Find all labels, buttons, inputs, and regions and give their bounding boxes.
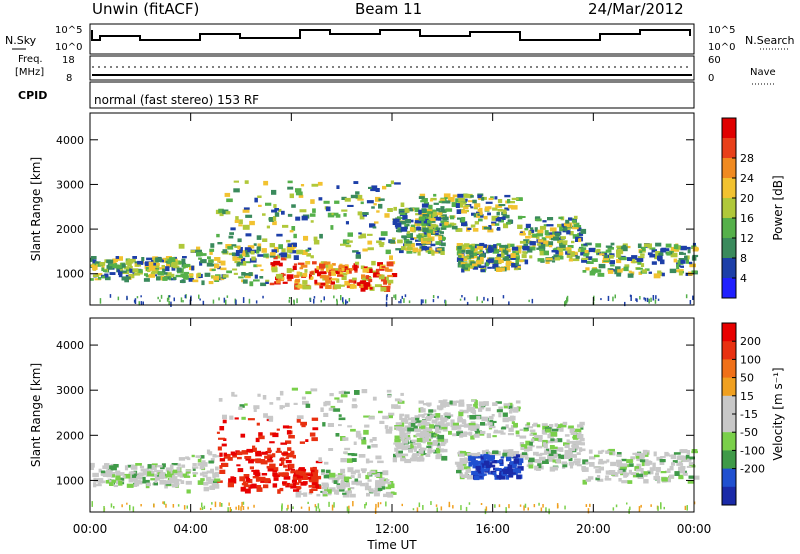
power-colorbar-tick-0: 4 bbox=[740, 272, 747, 285]
velocity-ytick-label-0: 1000 bbox=[56, 474, 84, 487]
velocity-colorbar-segment-0 bbox=[722, 323, 736, 342]
power-ylabel: Slant Range [km] bbox=[29, 157, 43, 261]
velocity-colorbar-segment-9 bbox=[722, 486, 736, 506]
power-colorbar: 4 8 12 16 20 24 28 Power [dB] bbox=[721, 117, 785, 299]
velocity-colorbar-label: Velocity [m s⁻¹] bbox=[771, 367, 785, 460]
plot-title: Unwin (fitACF) bbox=[92, 0, 200, 18]
velocity-ylabel: Slant Range [km] bbox=[29, 363, 43, 467]
power-colorbar-segment-8 bbox=[722, 278, 736, 299]
velocity-colorbar-tick-3: 15 bbox=[740, 390, 754, 403]
noise-right-tick-bottom: 10^0 bbox=[708, 42, 735, 53]
velocity-ytick-label-3: 4000 bbox=[56, 339, 84, 352]
power-colorbar-tick-1: 8 bbox=[740, 252, 747, 265]
velocity-colorbar-tick-1: 100 bbox=[740, 353, 761, 366]
power-ytick-label-3: 4000 bbox=[56, 134, 84, 147]
velocity-ytick-label-2: 3000 bbox=[56, 384, 84, 397]
velocity-ytick-label-1: 2000 bbox=[56, 429, 84, 442]
time-tick-label-2: 08:00 bbox=[274, 522, 309, 536]
noise-panel: N.Sky N.Search 10^5 10^0 10^5 10^0 bbox=[5, 23, 795, 55]
noise-left-tick-top: 10^5 bbox=[55, 25, 82, 36]
velocity-echo-texture bbox=[90, 387, 700, 515]
freq-tick-bottom: 8 bbox=[66, 73, 72, 84]
date-label: 24/Mar/2012 bbox=[588, 0, 684, 18]
cpid-label: CPID bbox=[18, 89, 47, 102]
velocity-colorbar-segment-6 bbox=[722, 432, 736, 451]
time-tick-label-0: 00:00 bbox=[73, 522, 108, 536]
velocity-colorbar-segment-5 bbox=[722, 414, 736, 433]
power-colorbar-segment-3 bbox=[722, 178, 736, 199]
cpid-panel: CPID normal (fast stereo) 153 RF bbox=[18, 81, 695, 109]
time-tick-label-3: 12:00 bbox=[375, 522, 410, 536]
velocity-colorbar-tick-2: 50 bbox=[740, 372, 754, 385]
power-colorbar-tick-4: 20 bbox=[740, 192, 754, 205]
nsearch-label: N.Search bbox=[745, 34, 795, 47]
velocity-colorbar-tick-4: -15 bbox=[740, 408, 758, 421]
velocity-colorbar-segment-1 bbox=[722, 341, 736, 360]
velocity-panel: 1000 2000 3000 4000 Slant Range [km] bbox=[29, 317, 700, 515]
freq-panel: Freq. [MHz] 18 8 60 0 Nave bbox=[15, 54, 776, 85]
nave-tick-top: 60 bbox=[708, 55, 721, 66]
time-tick-label-5: 20:00 bbox=[576, 522, 611, 536]
noise-right-tick-top: 10^5 bbox=[708, 25, 735, 36]
velocity-colorbar-segment-3 bbox=[722, 377, 736, 397]
time-axis-label: Time UT bbox=[366, 538, 417, 552]
power-colorbar-tick-3: 16 bbox=[740, 212, 754, 225]
power-colorbar-tick-6: 28 bbox=[740, 152, 754, 165]
velocity-colorbar-tick-7: -200 bbox=[740, 463, 765, 476]
power-ytick-label-1: 2000 bbox=[56, 223, 84, 236]
nave-label: Nave bbox=[750, 67, 776, 78]
time-tick-label-1: 04:00 bbox=[173, 522, 208, 536]
power-panel: 1000 2000 3000 4000 Slant Range [km] bbox=[29, 112, 699, 307]
power-colorbar-segment-0 bbox=[722, 118, 736, 139]
velocity-colorbar-segment-8 bbox=[722, 468, 736, 488]
power-colorbar-segment-6 bbox=[722, 238, 736, 259]
nsky-trace bbox=[91, 29, 691, 41]
velocity-colorbar-tick-6: -100 bbox=[740, 444, 765, 457]
power-colorbar-segment-7 bbox=[722, 258, 736, 279]
power-colorbar-segment-1 bbox=[722, 138, 736, 159]
power-colorbar-segment-5 bbox=[722, 218, 736, 239]
velocity-colorbar-tick-5: -50 bbox=[740, 426, 758, 439]
power-colorbar-segment-2 bbox=[722, 158, 736, 179]
velocity-colorbar-tick-0: 200 bbox=[740, 335, 761, 348]
power-echo-texture bbox=[90, 180, 699, 307]
power-ytick-label-2: 3000 bbox=[56, 178, 84, 191]
time-axis: 00:00 04:00 08:00 12:00 16:00 20:00 00:00 Time … bbox=[73, 522, 712, 552]
velocity-colorbar-segment-4 bbox=[722, 395, 736, 415]
time-tick-label-6: 00:00 bbox=[677, 522, 712, 536]
power-colorbar-tick-2: 12 bbox=[740, 232, 754, 245]
power-colorbar-tick-5: 24 bbox=[740, 172, 754, 185]
velocity-colorbar-segment-2 bbox=[722, 359, 736, 379]
beam-label: Beam 11 bbox=[355, 0, 423, 18]
power-colorbar-label: Power [dB] bbox=[771, 175, 785, 240]
nave-tick-bottom: 0 bbox=[708, 73, 714, 84]
power-ytick-label-0: 1000 bbox=[56, 268, 84, 281]
freq-label-2: [MHz] bbox=[15, 67, 44, 78]
noise-left-tick-bottom: 10^0 bbox=[55, 42, 82, 53]
cpid-text: normal (fast stereo) 153 RF bbox=[94, 93, 259, 107]
velocity-colorbar: 200 100 50 15 -15 -50 -100 -200 Velocity [m s⁻¹] bbox=[721, 322, 785, 506]
power-colorbar-segment-4 bbox=[722, 198, 736, 219]
velocity-colorbar-segment-7 bbox=[722, 450, 736, 470]
time-tick-label-4: 16:00 bbox=[475, 522, 510, 536]
freq-label-1: Freq. bbox=[18, 54, 43, 65]
freq-tick-top: 18 bbox=[62, 55, 75, 66]
nsky-label: N.Sky bbox=[5, 34, 37, 47]
